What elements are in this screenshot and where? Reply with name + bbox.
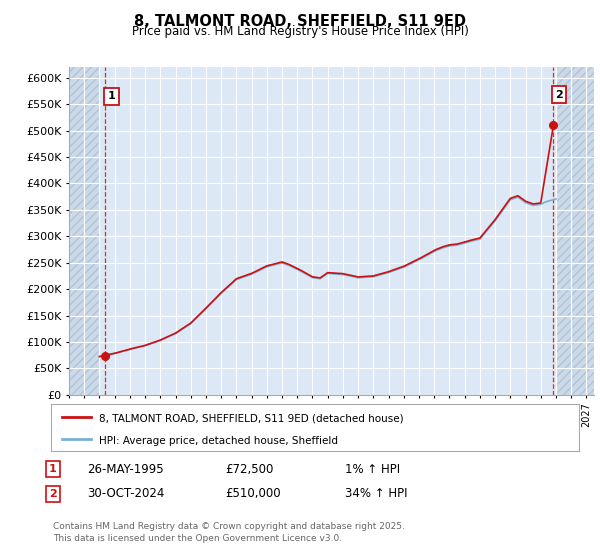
Text: 2: 2 [555, 90, 563, 100]
Bar [69, 67, 100, 395]
Text: £72,500: £72,500 [225, 463, 274, 476]
Text: 8, TALMONT ROAD, SHEFFIELD, S11 9ED: 8, TALMONT ROAD, SHEFFIELD, S11 9ED [134, 14, 466, 29]
Text: 1: 1 [49, 464, 56, 474]
Bar [556, 67, 594, 395]
Text: 34% ↑ HPI: 34% ↑ HPI [345, 487, 407, 501]
Text: 26-MAY-1995: 26-MAY-1995 [87, 463, 164, 476]
Text: 1% ↑ HPI: 1% ↑ HPI [345, 463, 400, 476]
Text: £510,000: £510,000 [225, 487, 281, 501]
Text: 2: 2 [49, 489, 56, 499]
Text: Price paid vs. HM Land Registry's House Price Index (HPI): Price paid vs. HM Land Registry's House … [131, 25, 469, 38]
Text: 1: 1 [107, 91, 115, 101]
Text: Contains HM Land Registry data © Crown copyright and database right 2025.
This d: Contains HM Land Registry data © Crown c… [53, 522, 404, 543]
Text: 8, TALMONT ROAD, SHEFFIELD, S11 9ED (detached house): 8, TALMONT ROAD, SHEFFIELD, S11 9ED (det… [98, 413, 403, 423]
Text: HPI: Average price, detached house, Sheffield: HPI: Average price, detached house, Shef… [98, 436, 338, 446]
Text: 30-OCT-2024: 30-OCT-2024 [87, 487, 164, 501]
